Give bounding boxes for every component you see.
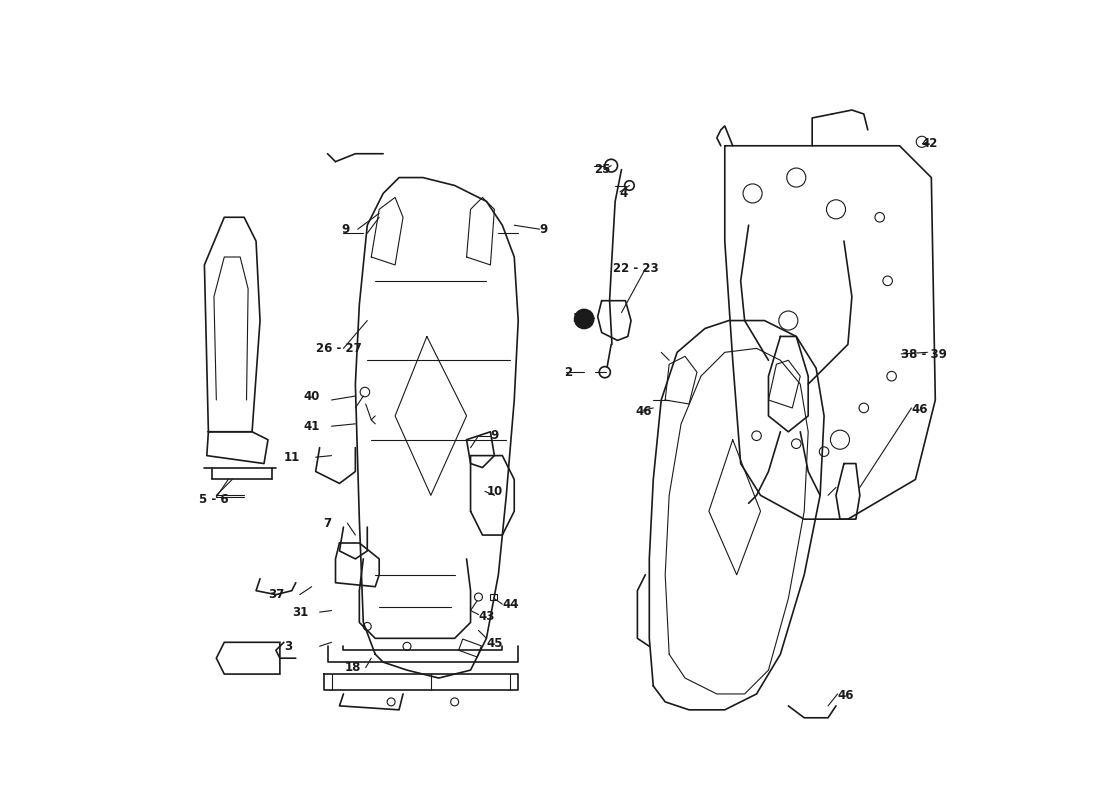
Circle shape <box>600 366 610 378</box>
Circle shape <box>830 430 849 450</box>
Text: 26 - 27: 26 - 27 <box>316 342 362 355</box>
Circle shape <box>786 168 806 187</box>
Text: 38 - 39: 38 - 39 <box>901 348 947 362</box>
Circle shape <box>820 447 829 457</box>
Text: 4: 4 <box>620 187 628 200</box>
Text: 9: 9 <box>491 430 498 442</box>
Text: 30: 30 <box>572 313 588 326</box>
Text: 11: 11 <box>284 450 300 464</box>
Text: 5 - 6: 5 - 6 <box>199 493 229 506</box>
Circle shape <box>403 642 411 650</box>
Text: 9: 9 <box>540 222 548 236</box>
Text: 45: 45 <box>486 638 503 650</box>
Circle shape <box>474 593 483 601</box>
Text: 9: 9 <box>342 222 350 236</box>
Text: 3: 3 <box>284 640 292 653</box>
Circle shape <box>859 403 869 413</box>
Text: 43: 43 <box>478 610 495 622</box>
Circle shape <box>625 181 635 190</box>
Circle shape <box>751 431 761 441</box>
Text: 46: 46 <box>837 689 854 702</box>
Text: 18: 18 <box>344 662 361 674</box>
Circle shape <box>792 439 801 449</box>
Text: 40: 40 <box>304 390 320 402</box>
Text: 2: 2 <box>564 366 572 379</box>
Circle shape <box>744 184 762 203</box>
Polygon shape <box>217 642 279 674</box>
Circle shape <box>363 622 372 630</box>
Text: 46: 46 <box>912 403 928 416</box>
Text: 7: 7 <box>323 517 332 530</box>
Circle shape <box>826 200 846 219</box>
Text: 42: 42 <box>922 137 938 150</box>
Bar <box>491 594 497 600</box>
Text: 41: 41 <box>304 420 320 433</box>
Circle shape <box>916 136 927 147</box>
Circle shape <box>451 698 459 706</box>
Circle shape <box>574 310 594 329</box>
Text: 22 - 23: 22 - 23 <box>613 262 659 275</box>
Circle shape <box>387 698 395 706</box>
Circle shape <box>360 387 370 397</box>
Text: 25: 25 <box>594 163 610 176</box>
Text: 46: 46 <box>636 406 652 418</box>
Text: 37: 37 <box>268 588 284 601</box>
Circle shape <box>605 159 617 172</box>
Text: 31: 31 <box>292 606 308 618</box>
Circle shape <box>779 311 798 330</box>
Circle shape <box>887 371 896 381</box>
Circle shape <box>883 276 892 286</box>
Text: 10: 10 <box>486 485 503 498</box>
Text: 44: 44 <box>503 598 519 610</box>
Circle shape <box>874 213 884 222</box>
Bar <box>459 639 482 657</box>
